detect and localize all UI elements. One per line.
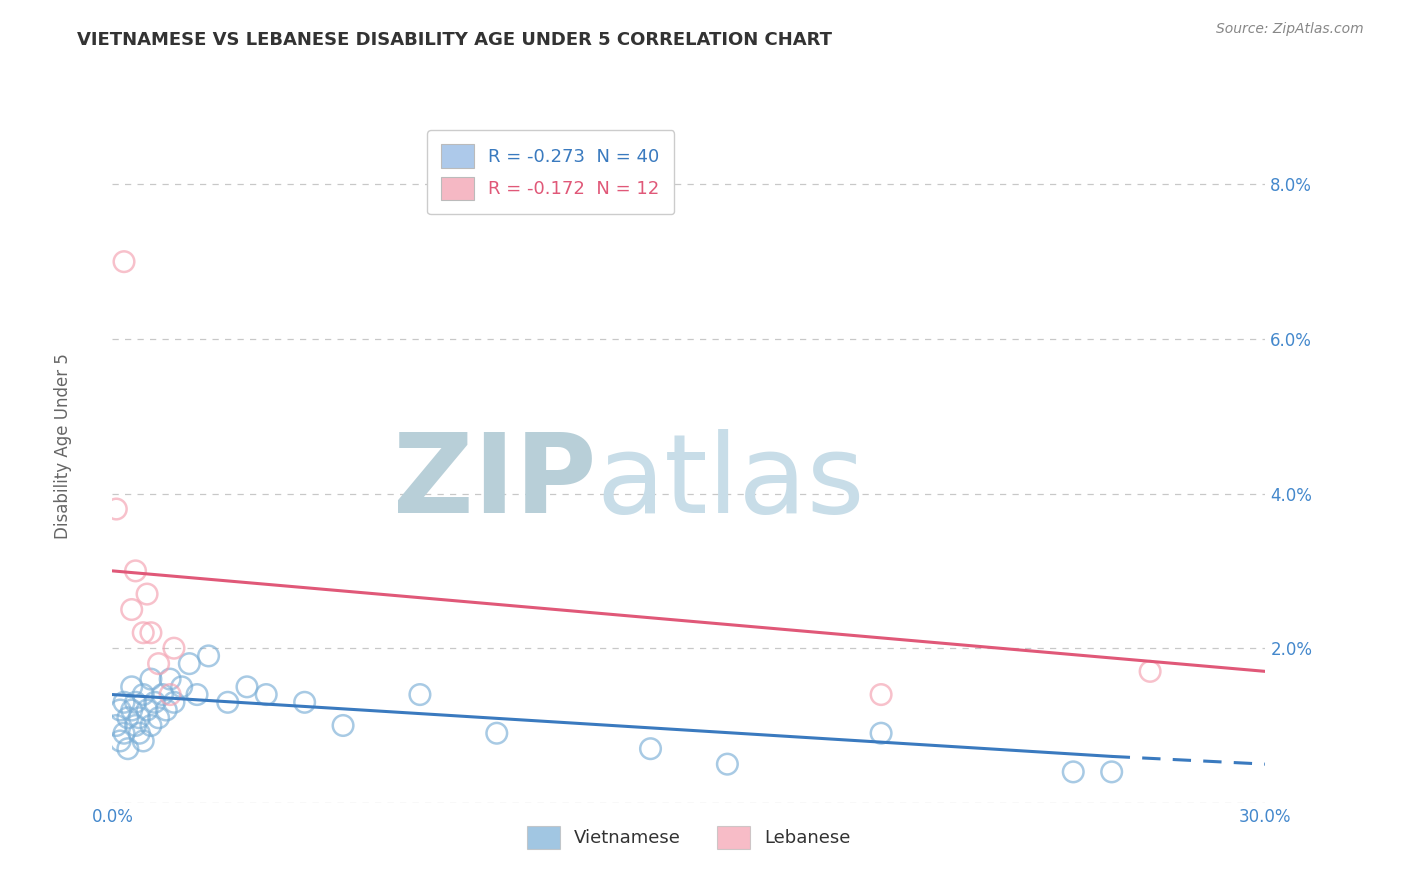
Point xyxy=(143,695,166,709)
Point xyxy=(870,726,893,740)
Point xyxy=(485,726,508,740)
Point xyxy=(1101,764,1123,779)
Point xyxy=(132,734,155,748)
Point xyxy=(409,688,432,702)
Point xyxy=(136,587,159,601)
Point xyxy=(148,711,170,725)
Point xyxy=(124,564,146,578)
Point xyxy=(152,688,174,702)
Legend: Vietnamese, Lebanese: Vietnamese, Lebanese xyxy=(520,819,858,856)
Point xyxy=(139,625,162,640)
Point xyxy=(870,688,893,702)
Point xyxy=(112,726,135,740)
Point xyxy=(132,625,155,640)
Point xyxy=(197,648,219,663)
Point xyxy=(108,734,131,748)
Text: Disability Age Under 5: Disability Age Under 5 xyxy=(55,353,72,539)
Point xyxy=(105,718,128,732)
Text: atlas: atlas xyxy=(596,429,865,536)
Point xyxy=(217,695,239,709)
Point xyxy=(128,726,150,740)
Text: VIETNAMESE VS LEBANESE DISABILITY AGE UNDER 5 CORRELATION CHART: VIETNAMESE VS LEBANESE DISABILITY AGE UN… xyxy=(77,31,832,49)
Point xyxy=(112,695,135,709)
Point xyxy=(124,718,146,732)
Point xyxy=(163,641,186,656)
Point xyxy=(159,688,181,702)
Point xyxy=(155,703,177,717)
Point xyxy=(112,254,135,268)
Point xyxy=(136,703,159,717)
Point xyxy=(186,688,208,702)
Point xyxy=(254,688,277,702)
Point xyxy=(1062,764,1084,779)
Point xyxy=(124,695,146,709)
Point xyxy=(132,688,155,702)
Point xyxy=(294,695,316,709)
Point xyxy=(121,703,143,717)
Point xyxy=(163,695,186,709)
Point xyxy=(716,757,738,772)
Point xyxy=(128,711,150,725)
Point xyxy=(1139,665,1161,679)
Point xyxy=(139,672,162,686)
Text: Source: ZipAtlas.com: Source: ZipAtlas.com xyxy=(1216,22,1364,37)
Point xyxy=(105,502,128,516)
Point xyxy=(121,602,143,616)
Text: ZIP: ZIP xyxy=(394,429,596,536)
Point xyxy=(108,703,131,717)
Point xyxy=(121,680,143,694)
Point xyxy=(236,680,259,694)
Point xyxy=(148,657,170,671)
Point xyxy=(179,657,201,671)
Point xyxy=(117,741,139,756)
Point xyxy=(159,672,181,686)
Point xyxy=(117,711,139,725)
Point xyxy=(332,718,354,732)
Point xyxy=(170,680,193,694)
Point xyxy=(139,718,162,732)
Point xyxy=(640,741,662,756)
